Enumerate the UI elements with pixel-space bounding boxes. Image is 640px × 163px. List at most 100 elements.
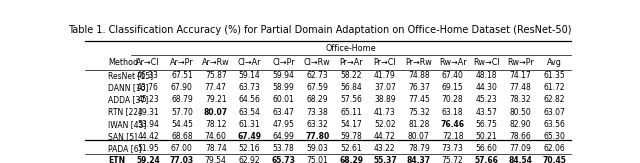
Text: 43.76: 43.76 — [137, 83, 159, 92]
Text: 59.03: 59.03 — [307, 144, 328, 153]
Text: 73.38: 73.38 — [307, 108, 328, 117]
Text: 84.54: 84.54 — [508, 156, 532, 163]
Text: 65.73: 65.73 — [271, 156, 295, 163]
Text: 75.72: 75.72 — [442, 156, 463, 163]
Text: 59.78: 59.78 — [340, 132, 362, 141]
Text: 70.45: 70.45 — [542, 156, 566, 163]
Text: 77.47: 77.47 — [205, 83, 227, 92]
Text: 67.49: 67.49 — [237, 132, 262, 141]
Text: 65.30: 65.30 — [543, 132, 565, 141]
Text: 44.72: 44.72 — [374, 132, 396, 141]
Text: Ar→Cl: Ar→Cl — [136, 58, 160, 67]
Text: 62.06: 62.06 — [543, 144, 565, 153]
Text: 68.29: 68.29 — [307, 96, 328, 104]
Text: ETN: ETN — [108, 156, 125, 163]
Text: 60.01: 60.01 — [273, 96, 294, 104]
Text: 54.45: 54.45 — [171, 120, 193, 129]
Text: 53.78: 53.78 — [273, 144, 294, 153]
Text: 80.50: 80.50 — [509, 108, 531, 117]
Text: 61.72: 61.72 — [543, 83, 565, 92]
Text: Pr→Cl: Pr→Cl — [374, 58, 396, 67]
Text: 78.12: 78.12 — [205, 120, 227, 129]
Text: 61.35: 61.35 — [543, 71, 565, 80]
Text: IWAN [43]: IWAN [43] — [108, 120, 147, 129]
Text: 58.22: 58.22 — [340, 71, 362, 80]
Text: 59.94: 59.94 — [273, 71, 294, 80]
Text: 43.57: 43.57 — [476, 108, 497, 117]
Text: 53.94: 53.94 — [137, 120, 159, 129]
Text: 78.74: 78.74 — [205, 144, 227, 153]
Text: Table 1. Classification Accuracy (%) for Partial Domain Adaptation on Office-Hom: Table 1. Classification Accuracy (%) for… — [68, 25, 572, 35]
Text: 80.07: 80.07 — [204, 108, 228, 117]
Text: 46.33: 46.33 — [137, 71, 159, 80]
Text: 44.30: 44.30 — [476, 83, 497, 92]
Text: Cl→Rw: Cl→Rw — [304, 58, 331, 67]
Text: 63.73: 63.73 — [239, 83, 260, 92]
Text: 61.31: 61.31 — [239, 120, 260, 129]
Text: 63.32: 63.32 — [307, 120, 328, 129]
Text: 76.46: 76.46 — [440, 120, 465, 129]
Text: 82.90: 82.90 — [509, 120, 531, 129]
Text: 78.66: 78.66 — [509, 132, 531, 141]
Text: Rw→Ar: Rw→Ar — [439, 58, 467, 67]
Text: 43.22: 43.22 — [374, 144, 396, 153]
Text: Cl→Ar: Cl→Ar — [238, 58, 261, 67]
Text: 57.56: 57.56 — [340, 96, 362, 104]
Text: 67.59: 67.59 — [307, 83, 328, 92]
Text: 77.80: 77.80 — [305, 132, 330, 141]
Text: 78.79: 78.79 — [408, 144, 429, 153]
Text: 79.54: 79.54 — [205, 156, 227, 163]
Text: DANN [10]: DANN [10] — [108, 83, 148, 92]
Text: 37.07: 37.07 — [374, 83, 396, 92]
Text: 70.28: 70.28 — [442, 96, 463, 104]
Text: Ar→Rw: Ar→Rw — [202, 58, 230, 67]
Text: 55.37: 55.37 — [373, 156, 397, 163]
Text: 57.70: 57.70 — [171, 108, 193, 117]
Text: 56.60: 56.60 — [476, 144, 497, 153]
Text: Rw→Pr: Rw→Pr — [507, 58, 534, 67]
Text: 45.23: 45.23 — [476, 96, 497, 104]
Text: Method: Method — [108, 58, 138, 67]
Text: 77.03: 77.03 — [170, 156, 194, 163]
Text: 75.01: 75.01 — [307, 156, 328, 163]
Text: 67.90: 67.90 — [171, 83, 193, 92]
Text: 68.79: 68.79 — [171, 96, 193, 104]
Text: 58.99: 58.99 — [273, 83, 294, 92]
Text: 77.48: 77.48 — [509, 83, 531, 92]
Text: 52.16: 52.16 — [239, 144, 260, 153]
Text: 57.66: 57.66 — [474, 156, 499, 163]
Text: PADA [6]: PADA [6] — [108, 144, 141, 153]
Text: 74.17: 74.17 — [509, 71, 531, 80]
Text: 74.88: 74.88 — [408, 71, 429, 80]
Text: 63.07: 63.07 — [543, 108, 565, 117]
Text: 47.95: 47.95 — [273, 120, 294, 129]
Text: Ar→Pr: Ar→Pr — [170, 58, 194, 67]
Text: 75.87: 75.87 — [205, 71, 227, 80]
Text: 49.31: 49.31 — [137, 108, 159, 117]
Text: 63.47: 63.47 — [273, 108, 294, 117]
Text: 72.18: 72.18 — [442, 132, 463, 141]
Text: 51.95: 51.95 — [137, 144, 159, 153]
Text: 84.37: 84.37 — [406, 156, 431, 163]
Text: 59.14: 59.14 — [239, 71, 260, 80]
Text: 78.32: 78.32 — [509, 96, 531, 104]
Text: 74.60: 74.60 — [205, 132, 227, 141]
Text: 77.09: 77.09 — [509, 144, 531, 153]
Text: 69.15: 69.15 — [442, 83, 463, 92]
Text: 48.18: 48.18 — [476, 71, 497, 80]
Text: 68.29: 68.29 — [339, 156, 363, 163]
Text: Avg: Avg — [547, 58, 561, 67]
Text: 67.00: 67.00 — [171, 144, 193, 153]
Text: Pr→Ar: Pr→Ar — [339, 58, 363, 67]
Text: 64.56: 64.56 — [239, 96, 260, 104]
Text: 44.42: 44.42 — [137, 132, 159, 141]
Text: 67.51: 67.51 — [171, 71, 193, 80]
Text: Pr→Rw: Pr→Rw — [405, 58, 432, 67]
Text: 45.23: 45.23 — [137, 96, 159, 104]
Text: 67.40: 67.40 — [442, 71, 463, 80]
Text: 56.84: 56.84 — [340, 83, 362, 92]
Text: ADDA [37]: ADDA [37] — [108, 96, 148, 104]
Text: 63.54: 63.54 — [239, 108, 260, 117]
Text: 65.11: 65.11 — [340, 108, 362, 117]
Text: 63.18: 63.18 — [442, 108, 463, 117]
